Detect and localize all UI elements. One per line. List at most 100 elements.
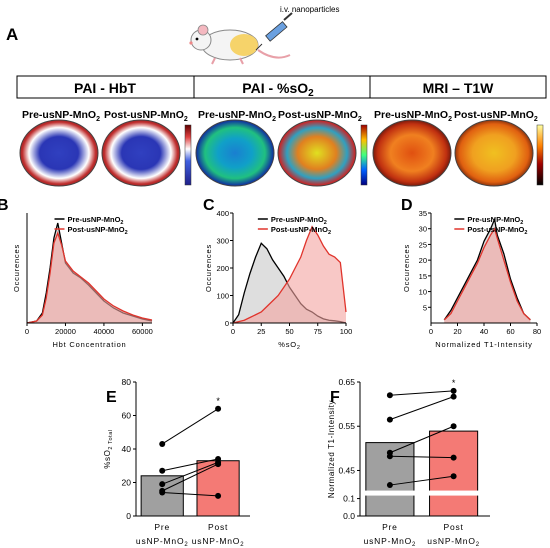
mouse-illustration [189,24,291,65]
subscript: 2 [240,542,244,548]
chart-f: F * 0.0 0.1 0.45 0.55 0.65 Pre usNP-MnO2 Post usNP… [327,377,494,548]
paired-line [162,458,219,472]
x-axis-label: Hbt Concentration [52,340,126,349]
mri-colorbar [536,124,544,186]
subscript: 2 [412,542,416,548]
x-tick-label: 60000 [132,327,153,336]
y-tick-label: 15 [419,272,427,281]
paired-line [162,492,219,497]
x-tick-label: 40000 [93,327,114,336]
data-point [386,453,393,460]
y-tick-label: 5 [423,303,427,312]
panel-label: C [203,197,215,214]
y-tick-label: 300 [216,237,229,246]
image-label: Pre-usNP-MnO2 [22,109,100,123]
series-line [232,225,347,324]
y-tick-label: 80 [122,377,132,387]
panel-label: B [0,197,9,214]
image-label: Post-usNP-MnO2 [278,109,362,123]
x-tick-label: 20 [453,327,461,336]
so2-colorbar [360,124,368,186]
panel-label: E [106,389,117,406]
y-tick-label: 100 [216,292,229,301]
pai-so2-pre-image [195,119,275,187]
subscript: 2 Total [108,429,114,449]
legend-label: Post-usNP-MnO2 [271,225,331,236]
y-tick-label: 0.0 [343,511,355,521]
y-tick-label: 35 [419,209,427,218]
section-title-so2: PAI - %sO2 [242,80,314,99]
chart-c: C 0 25 50 75 100 0 100 200 300 400 %sO2 Occurences Pr… [203,197,352,351]
pai-so2-post-image [277,119,357,187]
pai-hbt-post-image [101,119,181,187]
image-label: Pre-usNP-MnO2 [374,109,452,123]
subscript: 2 [120,220,123,226]
paired-line [389,396,454,421]
data-point [159,440,166,447]
y-tick-label: 0.1 [343,494,355,504]
paired-line [389,390,454,396]
x-tick-label: 80 [533,327,541,336]
x-tick-label: Pre [154,522,170,532]
image-label: Post-usNP-MnO2 [104,109,188,123]
y-tick-label: 0 [126,511,131,521]
y-tick-label: 0 [225,319,229,328]
series-area [233,226,346,323]
x-tick-label: Post [443,522,463,532]
x-tick-label: 75 [314,327,322,336]
subscript: 2 [297,345,301,351]
x-tick-label: 0 [429,327,433,336]
y-axis-label: %sO2 Total [103,429,114,468]
x-tick-label: 25 [257,327,265,336]
legend-label: Post-usNP-MnO2 [467,225,527,236]
data-point [386,416,393,423]
subscript: 2 [520,220,523,226]
x-tick-sublabel: usNP-MnO2 [192,536,245,548]
header-text: i.v. nanoparticles [280,5,339,14]
subscript: 2 [184,542,188,548]
y-tick-label: 0.65 [338,377,355,387]
paired-line [161,408,219,445]
paired-line [162,461,219,485]
section-title-mri: MRI – T1W [423,80,495,96]
data-point [450,423,457,430]
data-point [159,481,166,488]
mri-pre-image [372,119,452,187]
series-line [443,216,531,321]
y-tick-label: 400 [216,209,229,218]
series-line [443,227,531,321]
data-point [215,461,222,468]
data-point [450,473,457,480]
legend-label: Post-usNP-MnO2 [68,225,128,236]
syringe-icon [255,12,293,51]
legend-label: Pre-usNP-MnO2 [467,215,523,226]
image-label: Pre-usNP-MnO2 [198,109,276,123]
axis-break [354,490,494,496]
chart-b: B 0 20000 40000 60000 Hbt Concentration Occure… [0,197,153,349]
y-axis-label: Occurences [402,244,411,292]
legend-label: Pre-usNP-MnO2 [68,215,124,226]
y-axis-label: Occurences [204,244,213,292]
data-point [386,392,393,399]
subscript: 2 [524,230,527,236]
subscript: 2 [324,220,327,226]
subscript: 2 [476,542,480,548]
y-tick-label: 60 [122,411,132,421]
panel-label: D [401,197,413,214]
x-tick-label: Pre [382,522,398,532]
series-area [27,233,152,323]
x-tick-label: Post [208,522,228,532]
data-point [450,387,457,394]
y-tick-label: 25 [419,240,427,249]
series-line [26,231,153,324]
significance-marker: * [452,378,456,388]
series-area [233,243,346,323]
chart-e: E * 0 20 40 60 80 Pre usNP-MnO2 Post usNP-MnO2 %sO2… [103,377,250,548]
y-tick-label: 20 [122,478,132,488]
y-tick-label: 0.55 [338,421,355,431]
hbt-colorbar [184,124,192,186]
y-tick-label: 40 [122,444,132,454]
paired-line [389,455,454,459]
significance-marker: * [216,396,220,406]
